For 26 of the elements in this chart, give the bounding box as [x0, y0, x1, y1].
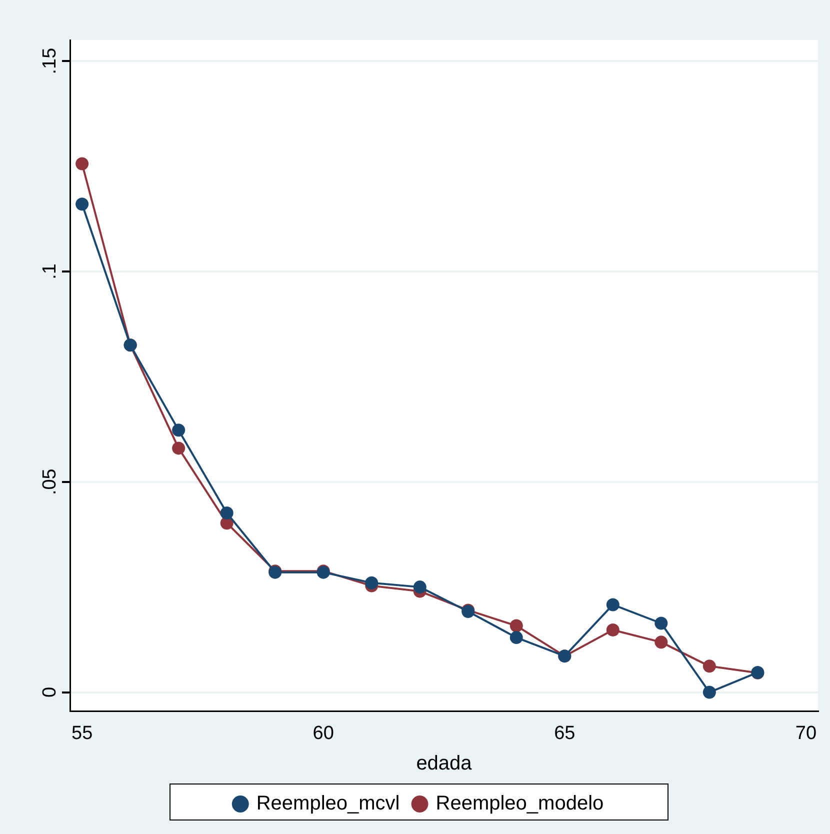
- point: [606, 598, 620, 612]
- y-tick-label: 0: [40, 686, 61, 698]
- point: [702, 660, 716, 673]
- point: [654, 616, 668, 630]
- y-tick-label: .05: [40, 468, 61, 496]
- x-tick-label: 55: [71, 722, 93, 744]
- point: [76, 198, 89, 211]
- point: [365, 576, 378, 590]
- point: [510, 631, 523, 644]
- point: [220, 506, 234, 520]
- x-axis-title: edada: [416, 752, 473, 775]
- x-tick-label: 65: [554, 722, 576, 744]
- legend-label: Reempleo_mcvl: [256, 792, 400, 815]
- point: [654, 636, 668, 649]
- point: [413, 580, 426, 594]
- point: [76, 157, 89, 170]
- point: [172, 442, 186, 455]
- point: [606, 623, 620, 636]
- x-tick-label: 60: [312, 722, 334, 744]
- y-tick-label: .15: [40, 48, 61, 74]
- legend-label: Reempleo_modelo: [436, 792, 604, 815]
- x-tick-label: 70: [795, 722, 817, 744]
- y-tick-label: .1: [40, 264, 61, 280]
- point: [510, 619, 523, 632]
- point: [172, 424, 186, 437]
- point: [702, 686, 716, 699]
